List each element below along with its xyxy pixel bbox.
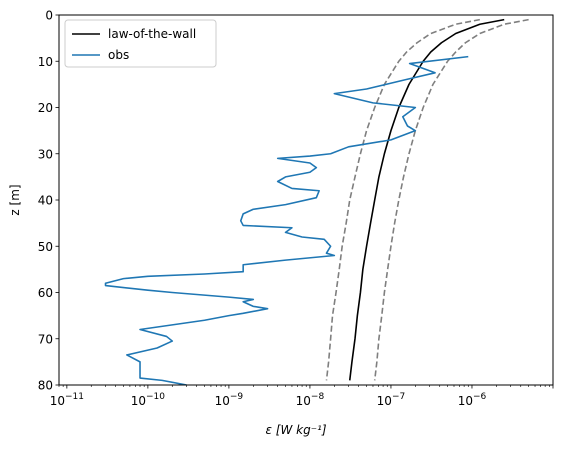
x-axis-label: ε [W kg⁻¹]	[265, 423, 326, 437]
y-tick-label: 40	[38, 194, 53, 208]
legend-label-obs: obs	[108, 48, 129, 62]
y-axis-label: z [m]	[8, 184, 22, 215]
y-tick-label: 70	[38, 332, 53, 346]
y-tick-label: 60	[38, 286, 53, 300]
y-tick-label: 80	[38, 379, 53, 393]
legend-label-law-of-the-wall: law-of-the-wall	[108, 27, 196, 41]
legend: law-of-the-wall obs	[65, 20, 216, 67]
y-tick-label: 30	[38, 147, 53, 161]
y-tick-label: 0	[45, 9, 53, 23]
y-tick-label: 20	[38, 101, 53, 115]
y-tick-label: 50	[38, 240, 53, 254]
y-tick-label: 10	[38, 55, 53, 69]
